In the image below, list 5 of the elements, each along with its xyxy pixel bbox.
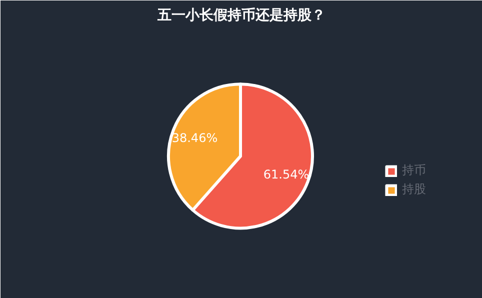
data-label: 61.54% [263,167,310,182]
chart-title: 五一小长假持币还是持股？ [156,6,326,24]
data-label: 38.46% [172,131,218,146]
legend-label: 持币 [402,162,426,179]
legend-label: 持股 [402,181,426,198]
